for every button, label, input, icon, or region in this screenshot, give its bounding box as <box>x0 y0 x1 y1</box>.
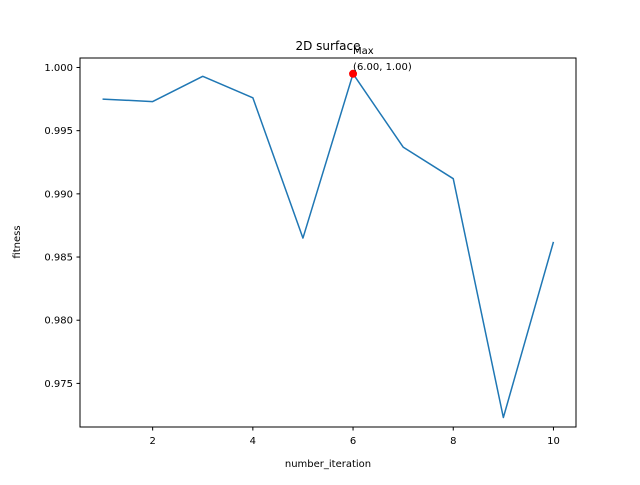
x-tick-label: 6 <box>350 436 356 447</box>
y-tick-label: 1.000 <box>44 63 73 74</box>
max-annotation: Max (6.00, 1.00) <box>353 46 412 73</box>
x-tick-label: 4 <box>250 436 256 447</box>
annotation-label: Max <box>353 46 374 57</box>
y-tick-label: 0.975 <box>44 379 73 390</box>
plot-area <box>102 69 555 419</box>
annotation-coordinates: (6.00, 1.00) <box>353 62 412 73</box>
series-line <box>102 73 555 419</box>
x-axis-ticks: 2 4 6 8 10 <box>149 427 560 447</box>
x-tick-label: 10 <box>547 436 560 447</box>
y-tick-label: 0.995 <box>44 126 73 137</box>
x-tick-label: 8 <box>450 436 456 447</box>
y-tick-label: 0.985 <box>44 253 73 264</box>
y-axis-ticks: 0.975 0.980 0.985 0.990 0.995 1.000 <box>44 63 80 390</box>
x-axis-label: number_iteration <box>285 459 371 470</box>
y-axis-label: fitness <box>12 225 23 258</box>
axes-frame <box>79 57 577 428</box>
y-tick-label: 0.980 <box>44 316 73 327</box>
chart-title: 2D surface <box>295 39 360 53</box>
y-tick-label: 0.990 <box>44 189 73 200</box>
max-point-marker <box>349 69 358 78</box>
x-tick-label: 2 <box>149 436 155 447</box>
